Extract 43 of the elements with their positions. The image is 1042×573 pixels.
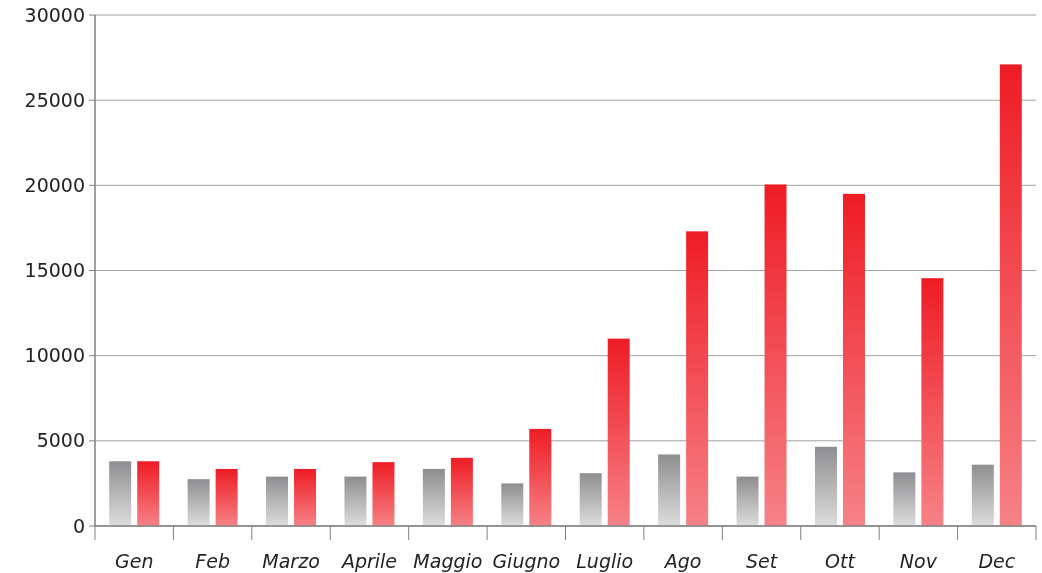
x-tick-label: Gen — [114, 550, 154, 572]
bar — [764, 184, 787, 526]
y-tick-label: 30000 — [24, 3, 85, 26]
bar — [686, 231, 709, 526]
bar — [450, 457, 473, 526]
x-tick-label: Nov — [899, 550, 938, 572]
bar — [187, 479, 210, 526]
y-tick-label: 10000 — [24, 344, 85, 367]
bar — [266, 476, 289, 526]
bar — [501, 483, 524, 526]
bar — [109, 461, 132, 526]
bar — [137, 461, 160, 526]
x-tick-label: Aprile — [339, 550, 398, 572]
y-tick-label: 5000 — [36, 429, 85, 452]
x-tick-label: Giugno — [492, 550, 561, 572]
bar — [529, 428, 552, 526]
bar — [842, 193, 865, 526]
x-tick-label: Set — [745, 550, 779, 572]
x-tick-label: Luglio — [576, 550, 634, 572]
x-tick-label: Maggio — [413, 550, 483, 572]
bar — [215, 468, 238, 526]
bar — [422, 468, 445, 526]
bar — [579, 473, 602, 526]
x-tick-label: Feb — [195, 550, 230, 572]
x-tick-label: Marzo — [262, 550, 320, 572]
y-tick-label: 20000 — [24, 173, 85, 196]
bar — [372, 462, 395, 526]
bar — [921, 278, 944, 526]
bar — [344, 476, 367, 526]
bar — [971, 464, 994, 526]
bar — [999, 64, 1022, 526]
bar — [658, 454, 681, 526]
x-tick-label: Dec — [978, 550, 1016, 572]
bar — [607, 338, 630, 526]
bar — [736, 476, 759, 526]
x-tick-label: Ott — [825, 550, 857, 572]
bar — [814, 446, 837, 526]
bar — [893, 472, 916, 526]
y-tick-label: 15000 — [24, 259, 85, 282]
y-tick-label: 0 — [72, 514, 85, 537]
bar — [294, 468, 317, 526]
y-tick-label: 25000 — [24, 88, 85, 111]
x-tick-label: Ago — [662, 550, 702, 572]
